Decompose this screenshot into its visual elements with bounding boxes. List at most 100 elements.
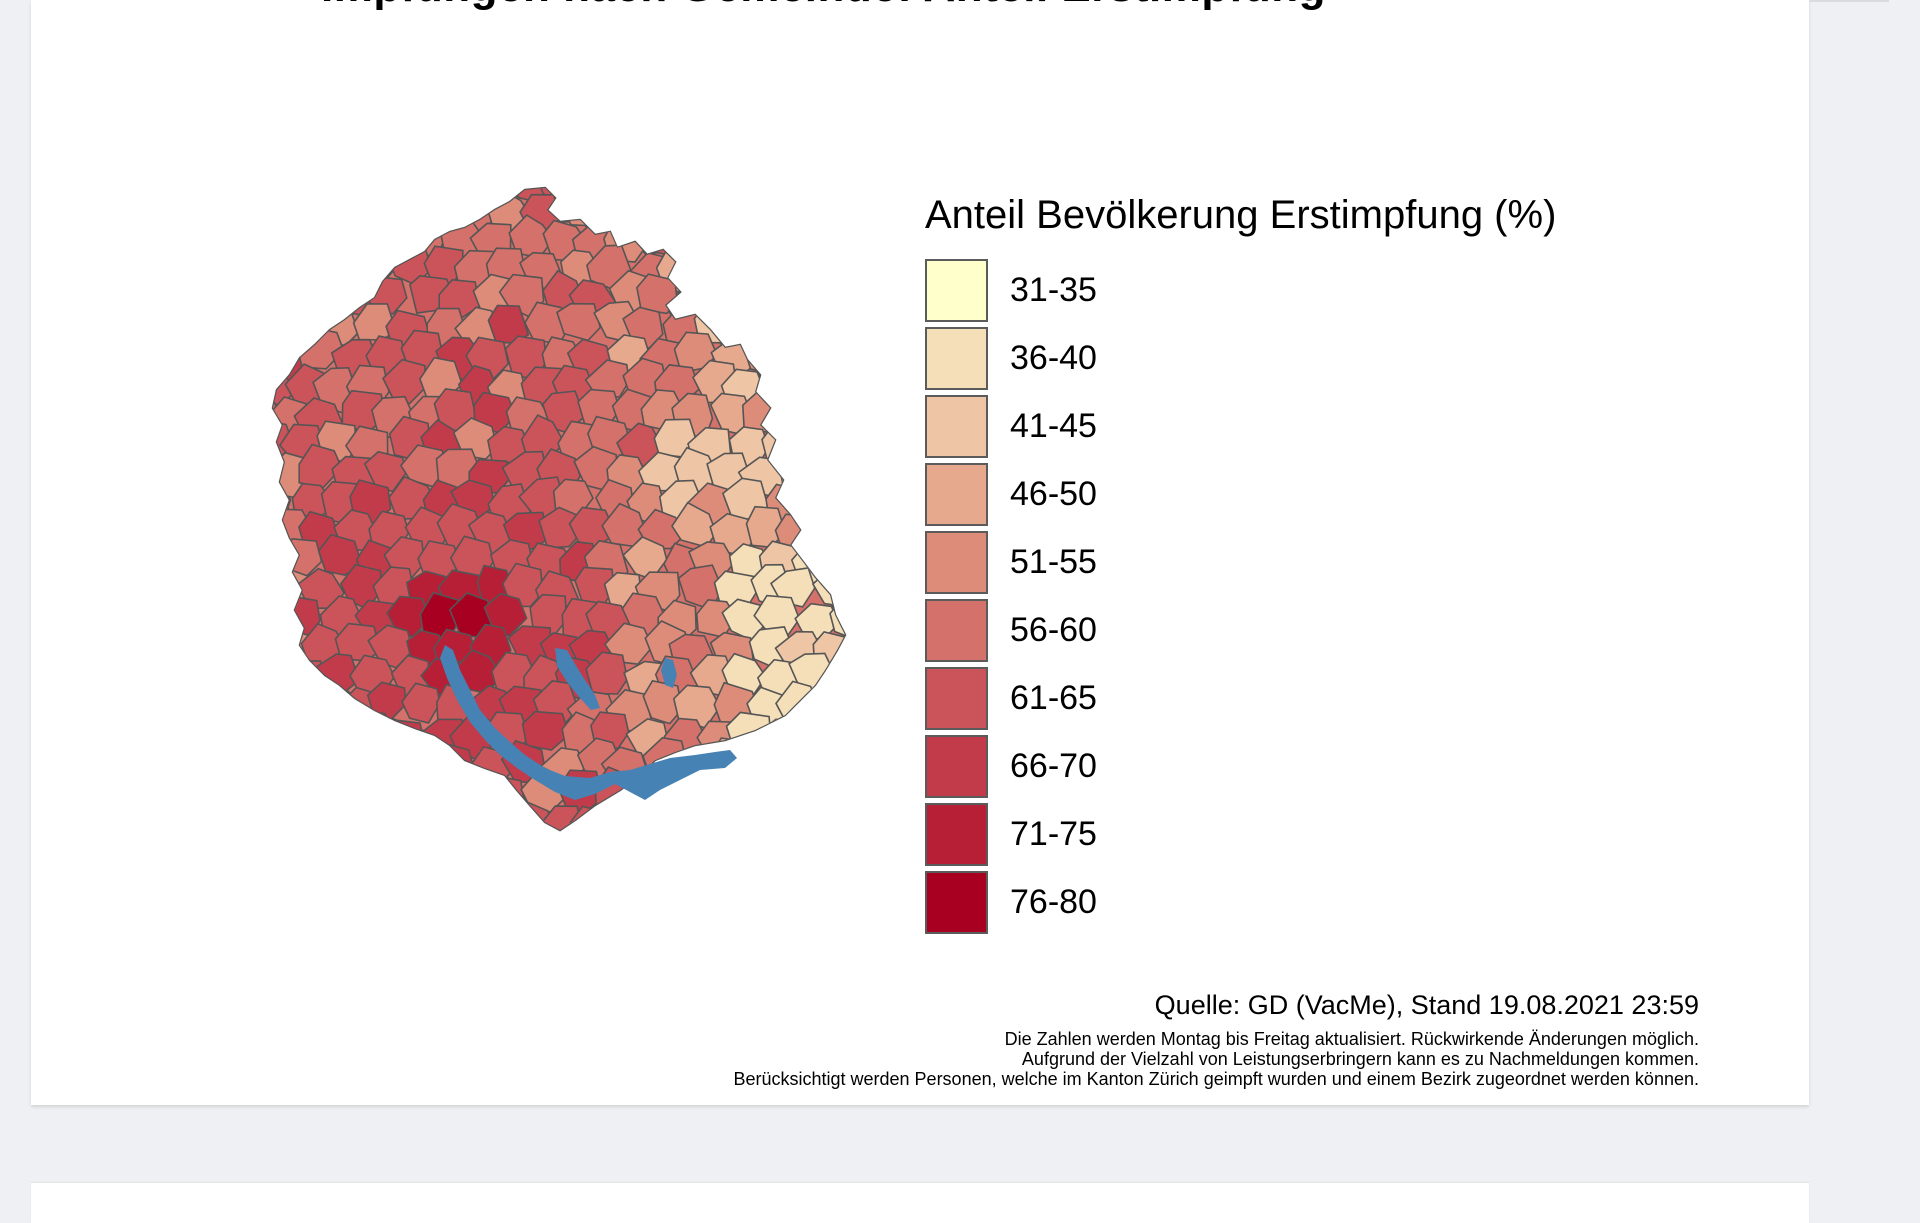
municipality (350, 188, 394, 229)
municipality (861, 716, 905, 760)
legend-swatch (925, 870, 988, 934)
municipality (621, 188, 670, 232)
municipality (273, 310, 300, 347)
municipality (365, 744, 417, 792)
municipality (603, 801, 649, 830)
municipality (642, 212, 688, 256)
municipality (720, 188, 766, 233)
municipality (340, 222, 385, 264)
source-text: Quelle: GD (VacMe), Stand 19.08.2021 23:… (1154, 990, 1699, 1020)
municipality (301, 188, 348, 198)
municipality (273, 214, 310, 261)
municipality (742, 749, 786, 793)
legend-swatch (925, 666, 988, 730)
municipality (383, 769, 431, 816)
legend-title: Anteil Bevölkerung Erstimpfung (%) (925, 193, 1557, 237)
municipality (286, 772, 334, 819)
legend-label: 46-50 (1010, 474, 1097, 513)
legend-item: 71-75 (925, 800, 1556, 868)
municipality (378, 719, 425, 757)
municipality (812, 511, 845, 556)
municipality (825, 834, 870, 877)
municipality (255, 363, 261, 409)
municipality (860, 427, 906, 472)
municipality (824, 485, 845, 529)
legend-swatch (925, 326, 988, 390)
municipality (840, 213, 845, 258)
municipality (369, 802, 416, 830)
municipality (708, 269, 761, 318)
legend-item: 66-70 (925, 732, 1556, 800)
municipality (273, 274, 277, 318)
municipality (689, 831, 732, 869)
municipality (695, 249, 741, 294)
municipality (746, 188, 789, 202)
municipality (837, 741, 845, 786)
municipality (255, 836, 290, 874)
municipality (389, 828, 435, 830)
next-card (31, 1183, 1809, 1223)
municipality (810, 801, 845, 830)
municipality (849, 449, 894, 494)
municipality (285, 188, 331, 225)
municipality (601, 188, 651, 199)
municipality (436, 188, 476, 200)
legend-item: 76-80 (925, 868, 1556, 936)
municipality (273, 221, 279, 268)
municipality (796, 828, 840, 830)
municipality (795, 304, 840, 349)
municipality (273, 684, 315, 733)
municipality (848, 511, 892, 548)
municipality (255, 649, 264, 693)
legend-items: 31-35 36-40 41-45 46-50 51-55 56-60 61-65 66-70… (925, 256, 1556, 936)
legend-item: 31-35 (925, 256, 1556, 324)
page-title: Impfungen nach Gemeinde: Anteil Erstimpf… (321, 0, 1326, 10)
municipality (273, 799, 282, 830)
municipality (595, 188, 635, 228)
municipality (859, 189, 901, 230)
note-line-2: Aufgrund der Vielzahl von Leistungserbri… (1021, 1049, 1699, 1069)
municipality (273, 188, 307, 206)
municipality (553, 833, 592, 873)
lake-zurich (440, 645, 737, 800)
municipality (829, 188, 845, 225)
municipality (637, 800, 679, 830)
municipality (334, 735, 377, 787)
municipality (255, 308, 264, 350)
municipality (273, 188, 280, 195)
municipality (480, 775, 525, 821)
legend-swatch (925, 530, 988, 594)
municipality (766, 363, 806, 409)
municipality (255, 243, 262, 286)
municipality (786, 478, 836, 522)
municipality (255, 334, 272, 380)
top-divider (1809, 0, 1889, 2)
municipality (816, 217, 845, 262)
municipality (833, 770, 845, 813)
municipality (832, 309, 845, 352)
municipality (255, 831, 265, 876)
municipality (584, 359, 630, 399)
municipality (298, 270, 348, 312)
legend-item: 36-40 (925, 324, 1556, 392)
municipality (826, 537, 845, 583)
municipality (273, 511, 277, 561)
municipality (301, 687, 348, 731)
municipality (255, 193, 258, 230)
municipality (758, 773, 802, 816)
municipality (669, 801, 713, 830)
municipality (285, 711, 333, 758)
municipality (352, 834, 396, 874)
legend-item: 51-55 (925, 528, 1556, 596)
municipality (255, 596, 258, 640)
municipality (273, 449, 275, 498)
lake-greifensee (555, 648, 600, 710)
municipality (777, 448, 824, 494)
municipality (705, 188, 748, 203)
municipality (707, 795, 753, 830)
municipality (273, 689, 280, 733)
municipality (826, 242, 845, 287)
legend-label: 31-35 (1010, 270, 1097, 309)
municipality (468, 806, 511, 830)
note-line-3: Berücksichtigt werden Personen, welche i… (733, 1069, 1699, 1089)
